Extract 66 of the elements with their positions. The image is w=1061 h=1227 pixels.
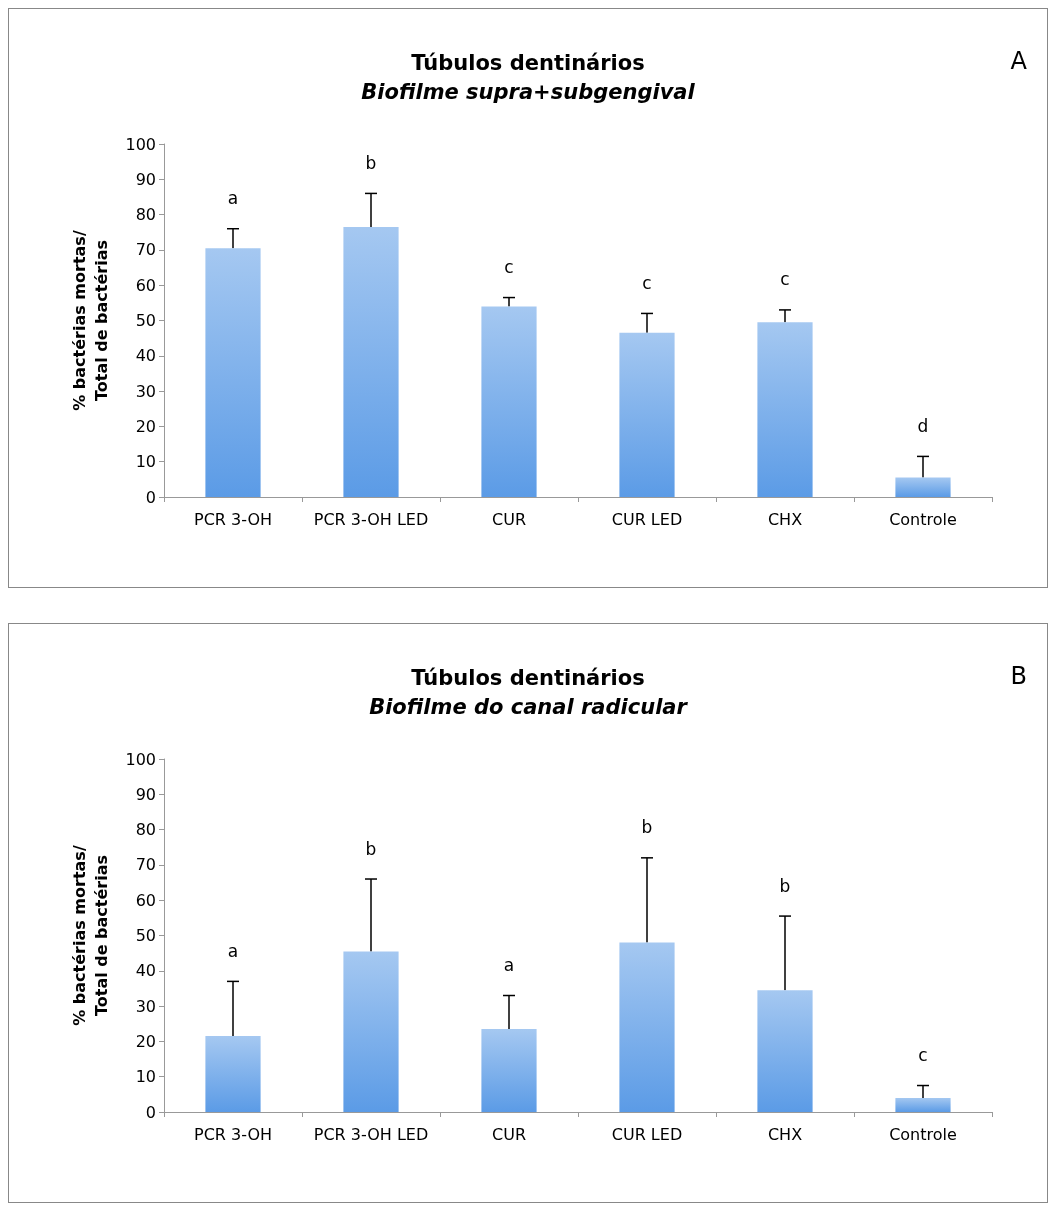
y-tick-label: 20 <box>135 1031 156 1051</box>
bar <box>895 477 951 497</box>
y-tick-label: 60 <box>135 275 156 295</box>
x-tick-label: PCR 3-OH <box>193 1124 273 1144</box>
y-tick-label: 10 <box>135 1067 156 1087</box>
text: A <box>1010 47 1028 75</box>
y-tick-label: 70 <box>135 240 156 260</box>
bar <box>481 306 537 497</box>
bar <box>619 942 675 1112</box>
annotation: d <box>917 415 929 436</box>
bar <box>343 226 399 497</box>
y-axis-title: % bactérias mortas/ Total de bactérias <box>69 845 111 1026</box>
annotation: b <box>779 875 791 896</box>
annotation: a <box>227 940 239 961</box>
x-tick-label: CUR LED <box>611 509 683 529</box>
y-tick-label: 0 <box>145 1102 156 1122</box>
bar <box>205 1036 261 1112</box>
chart-title: Túbulos dentinários <box>411 665 645 690</box>
y-tick-label: 80 <box>135 205 156 225</box>
annotation: c <box>642 272 652 293</box>
y-tick-label: 30 <box>135 996 156 1016</box>
annotation: b <box>365 838 377 859</box>
annotation: c <box>780 269 790 290</box>
y-tick-label: 50 <box>135 926 156 945</box>
annotation: c <box>504 257 514 278</box>
y-tick-label: 20 <box>135 416 156 436</box>
y-tick-label: 30 <box>135 381 156 401</box>
annotation: a <box>227 188 239 209</box>
x-tick-label: Controle <box>889 509 957 529</box>
annotation: b <box>641 817 653 838</box>
y-tick-label: 10 <box>135 452 156 472</box>
y-tick-label: 100 <box>125 134 156 154</box>
y-tick-label: 90 <box>135 169 156 189</box>
chart-title: Túbulos dentinários <box>411 50 645 75</box>
bar <box>343 951 399 1112</box>
x-tick-label: PCR 3-OH LED <box>313 1124 429 1144</box>
bar <box>895 1097 951 1112</box>
y-tick-label: 40 <box>135 961 156 981</box>
y-tick-label: 70 <box>135 855 156 875</box>
annotation: c <box>918 1045 928 1066</box>
bar <box>619 332 675 497</box>
text: B <box>1010 662 1027 690</box>
bar <box>757 322 813 497</box>
chart-subtitle: Biofilme do canal radicular <box>369 694 689 719</box>
annotation: b <box>365 152 377 173</box>
y-tick-label: 80 <box>135 820 156 840</box>
x-tick-label: CHX <box>767 1124 803 1144</box>
y-tick-label: 90 <box>135 784 156 804</box>
bar <box>757 990 813 1112</box>
x-tick-label: CUR <box>492 1124 526 1144</box>
y-tick-label: 40 <box>135 346 156 366</box>
x-tick-label: Controle <box>889 1124 957 1144</box>
annotation: a <box>503 955 515 976</box>
x-tick-label: CUR <box>492 509 526 529</box>
x-tick-label: CUR LED <box>611 1124 683 1144</box>
x-tick-label: CHX <box>767 509 803 529</box>
y-tick-label: 50 <box>135 311 156 330</box>
x-tick-label: PCR 3-OH <box>193 509 273 529</box>
x-tick-label: PCR 3-OH LED <box>313 509 429 529</box>
y-tick-label: 0 <box>145 487 156 507</box>
bar <box>481 1029 537 1112</box>
y-tick-label: 100 <box>125 749 156 769</box>
bar <box>205 248 261 497</box>
y-axis-title: % bactérias mortas/ Total de bactérias <box>69 230 111 411</box>
chart-subtitle: Biofilme supra+subgengival <box>361 79 696 104</box>
y-tick-label: 60 <box>135 890 156 910</box>
